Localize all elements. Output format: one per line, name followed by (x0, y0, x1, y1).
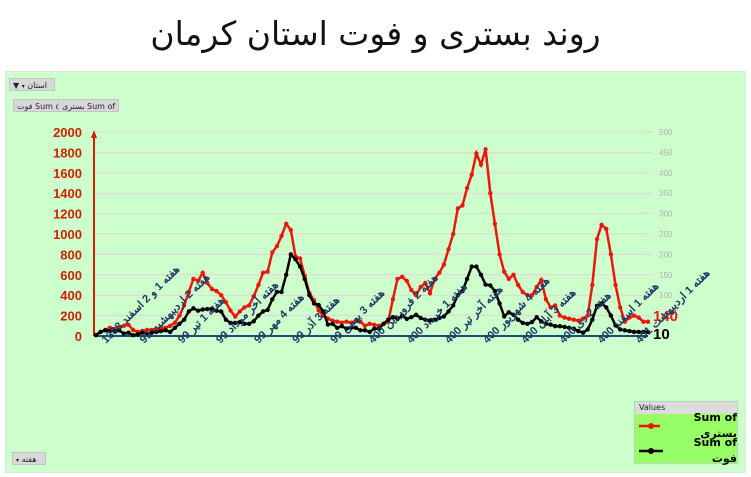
legend-item-deaths: Sum of فوت (639, 436, 737, 465)
chart-legend: Values Sum of بستری Sum of فوت (634, 401, 738, 465)
left-axis-arrow-icon (91, 130, 97, 138)
svg-text:0: 0 (75, 329, 82, 344)
filter-dropdown-icon: ▾ (21, 83, 25, 90)
end-label-deaths: 10 (653, 326, 670, 343)
province-filter-label: استان (27, 81, 47, 90)
series-hospitalized-markers (93, 147, 651, 338)
svg-text:2000: 2000 (53, 125, 82, 140)
legend-label-deaths: Sum of فوت (693, 436, 737, 465)
svg-text:1800: 1800 (53, 145, 82, 160)
dropdown-icon: ▾ (16, 457, 20, 464)
svg-text:150: 150 (659, 271, 673, 280)
svg-text:450: 450 (659, 148, 673, 157)
svg-text:1400: 1400 (53, 186, 82, 201)
gridlines (94, 131, 652, 317)
svg-text:350: 350 (659, 189, 673, 198)
filter-icon: ▼ (13, 81, 20, 90)
week-axis-field-button[interactable]: ▾ هفته (12, 452, 46, 465)
chart-title: روند بستری و فوت استان کرمان (150, 14, 601, 53)
x-axis-label: هفته 1 اردیبهشت 401 (634, 267, 713, 346)
red-line-marker-icon (639, 423, 661, 429)
value-field-hospitalized[interactable]: Sum of بستری (58, 99, 120, 112)
svg-text:400: 400 (60, 288, 82, 303)
legend-label-hospitalized: Sum of بستری (693, 411, 737, 440)
svg-text:500: 500 (659, 128, 673, 137)
svg-text:1000: 1000 (53, 227, 82, 242)
province-filter-button[interactable]: ▼ ▾ استان (9, 78, 55, 91)
week-axis-field-label: هفته (21, 455, 37, 464)
svg-text:600: 600 (60, 268, 82, 283)
legend-header: Values (635, 402, 737, 414)
svg-text:400: 400 (659, 169, 673, 178)
chart-area (5, 71, 746, 473)
svg-text:200: 200 (659, 250, 673, 259)
svg-text:1600: 1600 (53, 166, 82, 181)
value-field-death-label: Sum of فوت (17, 102, 64, 111)
right-axis-ticks: 100 150 200 250 300 350 400 450 500 (659, 128, 673, 300)
end-label-hospitalized: 140 (653, 308, 678, 325)
svg-text:1200: 1200 (53, 207, 82, 222)
left-axis-ticks: 0 200 400 600 800 1000 1200 1400 1600 1800 2000 (53, 125, 82, 344)
black-line-marker-icon (639, 448, 663, 454)
svg-text:100: 100 (659, 291, 673, 300)
svg-text:800: 800 (60, 247, 82, 262)
svg-text:200: 200 (60, 309, 82, 324)
svg-text:250: 250 (659, 230, 673, 239)
legend-item-hospitalized: Sum of بستری (639, 411, 737, 440)
series-deaths-markers (93, 252, 651, 338)
svg-text:300: 300 (659, 210, 673, 219)
value-field-hospitalized-label: Sum of بستری (62, 102, 116, 111)
